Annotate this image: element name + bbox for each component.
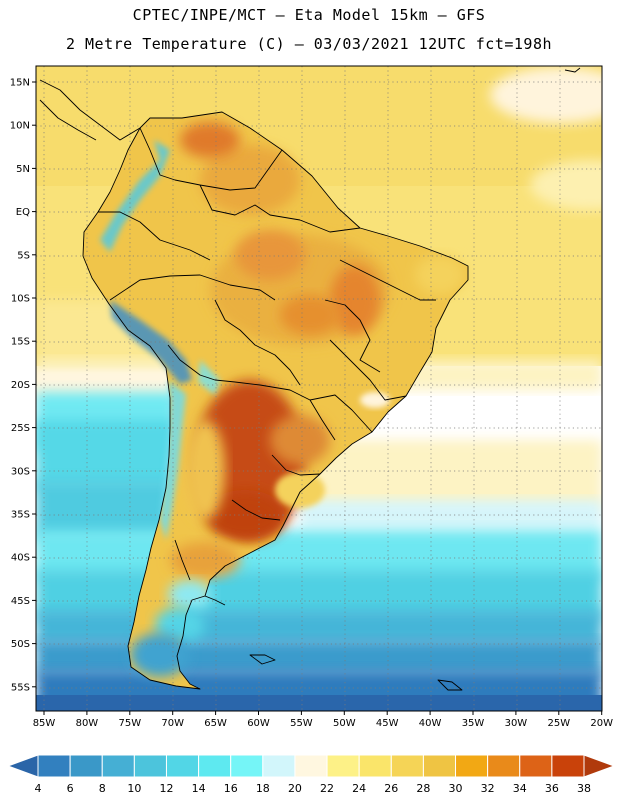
lat-label: 5S — [17, 250, 30, 261]
colorbar-label: 6 — [67, 782, 74, 795]
colorbar-label: 28 — [416, 782, 430, 795]
lon-label: 30W — [505, 718, 528, 729]
colorbar-swatch — [326, 754, 360, 778]
colorbar-label: 30 — [449, 782, 463, 795]
lon-label: 75W — [118, 718, 141, 729]
lat-label: 5N — [16, 164, 30, 175]
colorbar-swatch — [294, 754, 328, 778]
colorbar-swatch — [390, 754, 424, 778]
colorbar-swatch — [455, 754, 489, 778]
lat-label: 10S — [11, 294, 30, 305]
colorbar-label: 18 — [256, 782, 270, 795]
colorbar-label: 38 — [577, 782, 591, 795]
colorbar-arrow-low — [6, 754, 39, 778]
lon-label: 35W — [462, 718, 485, 729]
colorbar-swatch — [519, 754, 553, 778]
colorbar-label: 16 — [224, 782, 238, 795]
colorbar-label: 36 — [545, 782, 559, 795]
colorbar-swatch — [165, 754, 200, 778]
longitude-axis: 85W 80W 75W 70W 65W 60W 55W 50W 45W 40W 35W 30W 25W 2… — [33, 711, 613, 729]
lat-label: 10N — [10, 121, 30, 132]
lon-label: 25W — [547, 718, 570, 729]
colorbar-swatch — [37, 754, 71, 778]
colorbar-label: 12 — [159, 782, 173, 795]
colorbar-swatch — [358, 754, 392, 778]
lon-label: 45W — [376, 718, 399, 729]
colorbar-swatch — [262, 754, 296, 778]
lon-label: 70W — [161, 718, 184, 729]
colorbar-swatch — [551, 754, 585, 778]
colorbar-label: 10 — [127, 782, 141, 795]
latitude-axis: 15N 10N 5N EQ 5S 10S 15S 20S 25S 30S 35S 40S 45S 50S 5… — [10, 78, 36, 693]
colorbar-label: 34 — [513, 782, 527, 795]
lat-label: 15S — [11, 337, 30, 348]
colorbar-label: 32 — [481, 782, 495, 795]
lon-label: 40W — [419, 718, 442, 729]
colorbar-swatch — [133, 754, 167, 778]
lat-label: 30S — [11, 466, 30, 477]
map-frame — [36, 66, 602, 711]
colorbar-label: 8 — [99, 782, 106, 795]
colorbar-label: 20 — [288, 782, 302, 795]
colorbar-swatch — [230, 754, 264, 778]
lon-label: 20W — [590, 718, 613, 729]
map-subtitle: 2 Metre Temperature (C) – 03/03/2021 12U… — [65, 35, 553, 53]
colorbar-label: 4 — [35, 782, 42, 795]
lat-label: 25S — [11, 423, 30, 434]
temperature-colorbar: 4 6 8 10 12 14 16 18 20 22 24 26 28 30 32 34 36 38 — [6, 754, 616, 795]
colorbar-label: 26 — [384, 782, 398, 795]
colorbar-swatch — [487, 754, 521, 778]
map-border — [35, 65, 603, 712]
lat-label: 15N — [10, 78, 30, 89]
lat-label: 45S — [11, 596, 30, 607]
colorbar-swatch — [198, 754, 232, 778]
lat-lon-grid — [36, 66, 602, 711]
colorbar-arrow-high — [583, 754, 616, 778]
lat-label: EQ — [16, 207, 30, 218]
colorbar-swatch — [69, 754, 103, 778]
lon-label: 65W — [204, 718, 227, 729]
lon-label: 55W — [290, 718, 313, 729]
lat-label: 35S — [11, 510, 30, 521]
lon-label: 50W — [333, 718, 356, 729]
colorbar-swatch — [101, 754, 135, 778]
colorbar-label: 22 — [320, 782, 334, 795]
colorbar-swatch — [422, 754, 457, 778]
colorbar-label: 14 — [192, 782, 206, 795]
lat-label: 55S — [11, 682, 30, 693]
map-title: CPTEC/INPE/MCT – Eta Model 15km – GFS — [132, 6, 486, 24]
colorbar-label: 24 — [352, 782, 366, 795]
lon-label: 85W — [33, 718, 56, 729]
coastline-and-borders — [39, 67, 581, 691]
lon-label: 80W — [76, 718, 99, 729]
lat-label: 40S — [11, 553, 30, 564]
lon-label: 60W — [247, 718, 270, 729]
lat-label: 50S — [11, 639, 30, 650]
lat-label: 20S — [11, 380, 30, 391]
